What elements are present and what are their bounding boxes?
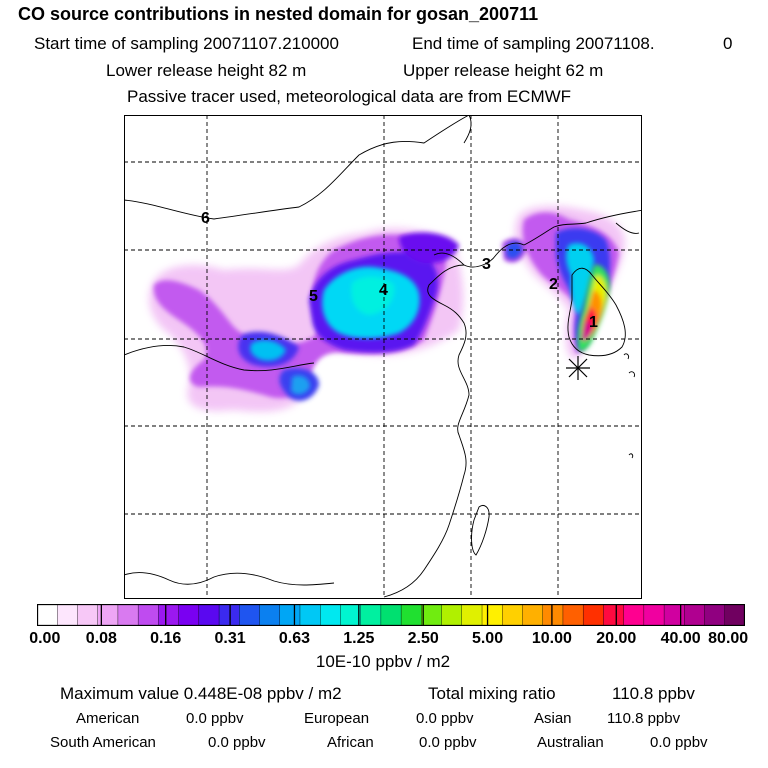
- colorbar-cell: [704, 604, 726, 626]
- colorbar-cell: [481, 604, 503, 626]
- region-name-african: African: [327, 734, 374, 751]
- map-plot: 1 2 3 4 5 6: [124, 115, 642, 599]
- region-label-1: 1: [589, 314, 598, 331]
- colorbar-tick-label: 0.31: [214, 630, 246, 647]
- colorbar-tick-label: 40.00: [660, 630, 701, 647]
- colorbar-cell: [461, 604, 483, 626]
- coastlines: [124, 115, 642, 598]
- colorbar-cell: [603, 604, 625, 626]
- colorbar-cell: [380, 604, 402, 626]
- region-label-6: 6: [201, 210, 210, 227]
- colorbar-cell: [299, 604, 321, 626]
- colorbar-tick-label: 10.00: [531, 630, 572, 647]
- colorbar-cell: [400, 604, 423, 626]
- colorbar-cell: [37, 604, 58, 626]
- region-name-asian: Asian: [534, 710, 572, 727]
- colorbar-cell: [259, 604, 281, 626]
- colorbar-tick-label: 2.50: [407, 630, 439, 647]
- colorbar-cell: [421, 604, 443, 626]
- colorbar-cell: [137, 604, 160, 626]
- colorbar-cell: [158, 604, 180, 626]
- colorbar-cell: [522, 604, 544, 626]
- colorbar-cell: [502, 604, 524, 626]
- upper-release-height: Upper release height 62 m: [403, 61, 604, 80]
- region-name-american: American: [76, 710, 140, 727]
- colorbar-cell: [724, 604, 745, 626]
- region-name-australian: Australian: [537, 734, 604, 751]
- sampling-start: Start time of sampling 20071107.210000: [34, 34, 339, 53]
- region-name-european: European: [304, 710, 370, 727]
- sampling-end: End time of sampling 20071108.: [412, 34, 655, 53]
- region-label-2: 2: [549, 276, 558, 293]
- colorbar-tick-label: 0.08: [85, 630, 117, 647]
- colorbar-tick-label: 20.00: [596, 630, 637, 647]
- total-mixing-ratio-label: Total mixing ratio: [428, 684, 556, 703]
- colorbar-tick-label: 0.63: [278, 630, 311, 647]
- colorbar-tick-label: 5.00: [471, 630, 504, 647]
- region-name-south-american: South American: [50, 734, 156, 751]
- plume-field: [149, 205, 625, 412]
- colorbar-cell: [340, 604, 362, 626]
- colorbar-cell: [279, 604, 301, 626]
- maximum-value: Maximum value 0.448E-08 ppbv / m2: [60, 684, 342, 703]
- colorbar-cell: [542, 604, 564, 626]
- colorbar-cell: [360, 604, 382, 626]
- asterisk-icon: [566, 356, 590, 380]
- colorbar-cell: [441, 604, 463, 626]
- region-value-australian: 0.0 ppbv: [650, 734, 708, 751]
- colorbar-cell: [684, 604, 706, 626]
- colorbar-cell: [218, 604, 240, 626]
- colorbar-tick-label: 0.16: [150, 630, 182, 647]
- region-value-african: 0.0 ppbv: [419, 734, 477, 751]
- colorbar-cell: [623, 604, 645, 626]
- region-label-4: 4: [379, 282, 388, 299]
- colorbar-cell: [77, 604, 99, 626]
- colorbar-tick-label: 0.00: [29, 630, 61, 647]
- colorbar-cell: [663, 604, 686, 626]
- colorbar-cell: [582, 604, 605, 626]
- colorbar-unit: 10E-10 ppbv / m2: [315, 652, 451, 671]
- colorbar-cell: [198, 604, 220, 626]
- tracer-info: Passive tracer used, meteorological data…: [127, 87, 572, 106]
- colorbar-cell: [643, 604, 665, 626]
- total-mixing-ratio-value: 110.8 ppbv: [612, 684, 695, 703]
- colorbar-cell: [239, 604, 261, 626]
- colorbar-cell: [320, 604, 342, 626]
- region-value-asian: 110.8 ppbv: [607, 710, 681, 727]
- map-title: CO source contributions in nested domain…: [18, 4, 539, 24]
- region-value-european: 0.0 ppbv: [416, 710, 474, 727]
- region-label-5: 5: [309, 288, 318, 305]
- sampling-end-tail: 0: [723, 34, 733, 53]
- colorbar-cell: [117, 604, 139, 626]
- colorbar: [37, 604, 745, 626]
- colorbar-cell: [562, 604, 584, 626]
- map-frame: [124, 115, 642, 599]
- lower-release-height: Lower release height 82 m: [106, 61, 307, 80]
- region-value-south-american: 0.0 ppbv: [208, 734, 266, 751]
- colorbar-tick-label: 80.00: [708, 630, 749, 647]
- region-value-american: 0.0 ppbv: [186, 710, 244, 727]
- colorbar-cell: [57, 604, 79, 626]
- grid-lines: [124, 115, 642, 599]
- colorbar-cell: [178, 604, 200, 626]
- colorbar-tick-label: 1.25: [343, 630, 375, 647]
- region-label-3: 3: [482, 256, 491, 273]
